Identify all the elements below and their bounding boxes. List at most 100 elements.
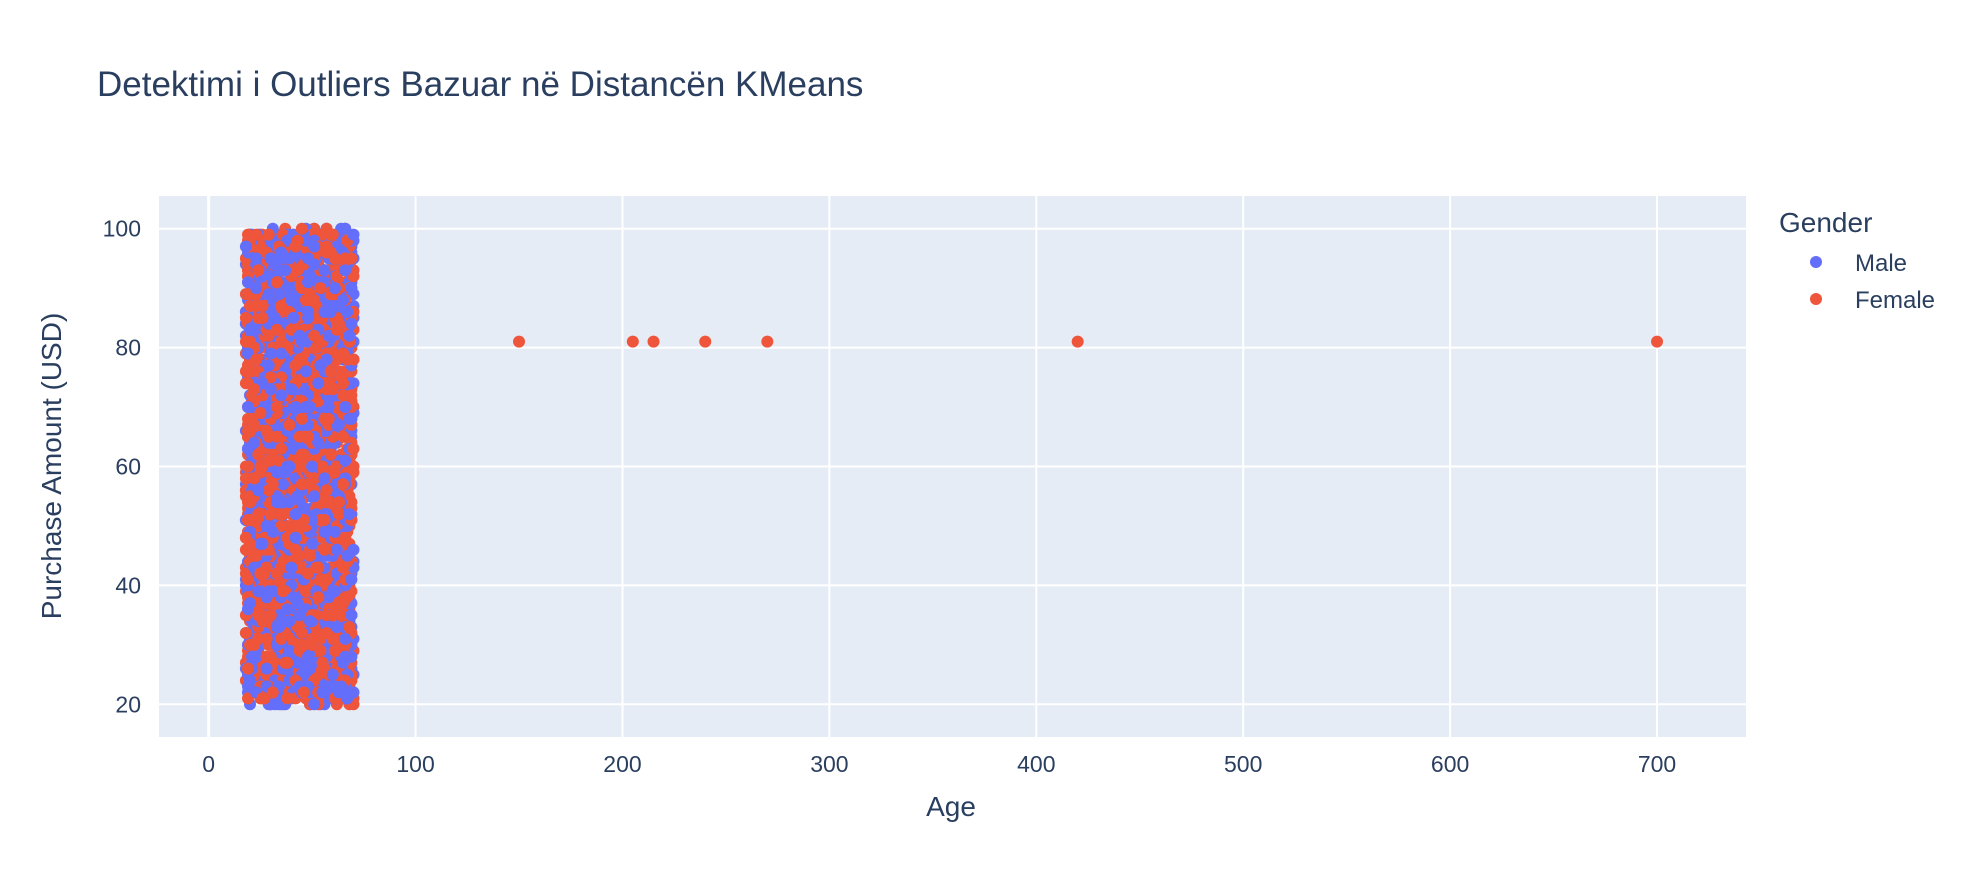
point-female — [270, 276, 283, 289]
point-female — [262, 454, 275, 467]
legend-marker-female — [1810, 293, 1822, 305]
point-male — [262, 359, 275, 372]
point-female — [337, 389, 350, 402]
point-female — [314, 573, 327, 586]
point-female — [333, 508, 345, 521]
point-female — [270, 430, 283, 443]
point-female — [244, 514, 256, 526]
point-female — [347, 442, 360, 455]
point-female — [250, 353, 263, 366]
point-female — [260, 632, 273, 645]
point-female — [277, 555, 290, 568]
point-female — [318, 514, 331, 526]
point-male — [345, 317, 358, 330]
point-female — [295, 627, 308, 639]
x-tick-label: 600 — [1431, 751, 1469, 777]
point-female — [312, 395, 325, 408]
point-male — [260, 662, 273, 675]
point-female — [260, 424, 273, 437]
point-female — [312, 591, 325, 604]
point-female — [297, 686, 310, 699]
point-female — [239, 472, 252, 485]
point-male — [328, 282, 341, 295]
point-male — [273, 288, 285, 301]
data-points — [239, 222, 1664, 711]
point-male — [250, 650, 263, 663]
point-female — [322, 412, 335, 425]
point-female — [266, 686, 279, 699]
legend-item-female[interactable]: Female — [1810, 287, 1935, 314]
point-female — [330, 270, 343, 283]
outlier-point — [699, 335, 712, 348]
outlier-point — [647, 335, 660, 348]
point-male — [345, 609, 358, 622]
point-female — [250, 228, 263, 241]
point-male — [330, 543, 343, 556]
point-male — [283, 460, 296, 473]
point-male — [322, 401, 335, 413]
point-male — [347, 228, 360, 241]
point-male — [333, 418, 345, 431]
point-male — [306, 460, 319, 473]
point-male — [287, 311, 300, 324]
point-female — [242, 662, 254, 675]
point-female — [275, 632, 288, 645]
point-female — [248, 472, 261, 485]
tick-labels: 0 100 200 300 400 500 600 700 20 40 60 80 100 — [103, 216, 1677, 777]
point-male — [341, 549, 354, 562]
y-tick-label: 80 — [115, 335, 141, 361]
point-male — [306, 537, 319, 550]
point-female — [337, 430, 350, 443]
point-male — [345, 412, 358, 425]
x-tick-label: 200 — [603, 751, 641, 777]
legend-label-female: Female — [1855, 287, 1935, 314]
point-female — [318, 543, 331, 556]
point-female — [264, 609, 277, 622]
point-female — [254, 407, 267, 419]
point-female — [244, 537, 256, 550]
point-female — [324, 365, 337, 378]
point-female — [281, 692, 294, 705]
point-female — [337, 377, 350, 390]
point-female — [302, 430, 314, 443]
point-female — [242, 692, 254, 705]
point-male — [283, 644, 296, 657]
point-female — [337, 478, 350, 491]
point-female — [347, 270, 360, 283]
point-male — [341, 692, 354, 705]
point-male — [316, 686, 329, 699]
point-male — [293, 609, 306, 622]
point-female — [258, 567, 271, 580]
point-male — [285, 561, 298, 574]
point-female — [283, 418, 296, 431]
point-female — [242, 377, 254, 390]
point-female — [308, 329, 321, 342]
point-female — [246, 412, 259, 425]
point-female — [250, 549, 263, 562]
point-male — [318, 472, 331, 485]
point-male — [275, 389, 288, 402]
point-female — [244, 424, 256, 437]
point-female — [273, 454, 285, 467]
point-female — [328, 644, 341, 657]
x-tick-label: 400 — [1017, 751, 1055, 777]
point-male — [273, 609, 285, 622]
point-female — [293, 644, 306, 657]
x-tick-label: 500 — [1224, 751, 1262, 777]
point-female — [328, 252, 341, 265]
point-male — [264, 383, 277, 396]
point-female — [299, 294, 312, 306]
legend-item-male[interactable]: Male — [1810, 250, 1907, 277]
point-male — [326, 668, 339, 681]
point-male — [283, 496, 296, 509]
point-male — [289, 401, 302, 413]
point-male — [302, 650, 314, 663]
point-female — [330, 323, 343, 336]
point-male — [322, 591, 335, 604]
point-male — [308, 490, 321, 503]
point-male — [339, 401, 352, 413]
point-male — [252, 484, 265, 497]
point-male — [299, 365, 312, 378]
outlier-point — [761, 335, 774, 348]
point-male — [337, 294, 350, 306]
